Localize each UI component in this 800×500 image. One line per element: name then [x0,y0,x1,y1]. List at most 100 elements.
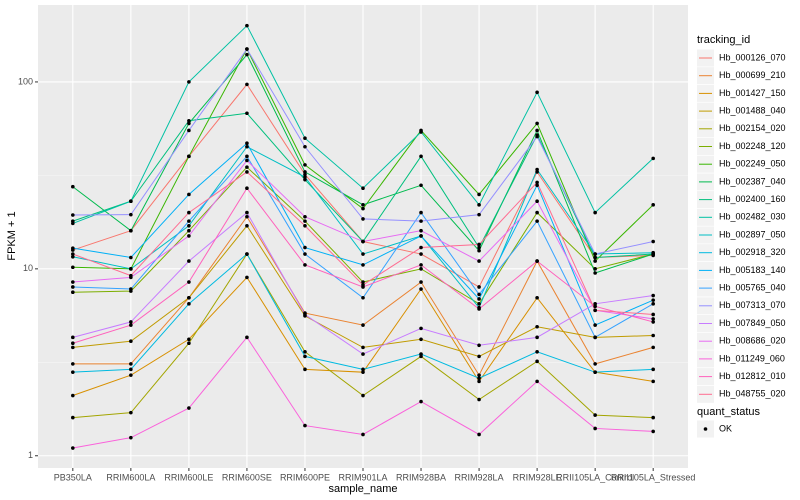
x-tick-label: RRIM928BA [396,472,446,482]
data-point [71,393,75,398]
x-tick-label: RRIM600SE [222,472,272,482]
legend-label: Hb_005765_040 [719,282,786,292]
data-point [129,339,133,344]
data-point [477,307,481,311]
data-point [651,312,655,317]
data-point [71,252,75,256]
data-point [187,210,191,215]
legend-label: Hb_011249_060 [719,353,785,363]
data-point [129,435,133,440]
data-point [593,335,597,340]
data-point [71,221,75,226]
x-tick-label: RRIM600PE [280,472,330,482]
data-point [187,121,191,126]
data-point [593,259,597,263]
data-point [303,312,307,317]
data-point [303,136,307,141]
data-point [303,177,307,182]
legend-label: Hb_048755_020 [719,389,786,399]
data-point [361,186,365,191]
data-point [303,214,307,219]
data-point [651,320,655,324]
data-point [535,183,539,188]
legend-label: Hb_002482_030 [719,212,786,222]
data-point [129,362,133,366]
data-point [593,302,597,306]
x-tick-label: RRIM928LE [513,472,562,482]
legend-label: Hb_007849_050 [719,318,786,328]
data-point [187,118,191,123]
data-point [651,298,655,302]
data-point [419,263,423,267]
data-point [419,245,423,250]
data-point [361,217,365,221]
data-point [71,362,75,366]
legend-label: Hb_000699_210 [719,70,786,80]
data-point [245,154,249,159]
data-point [535,199,539,204]
data-point [419,183,423,188]
legend-label: Hb_008686_020 [719,336,786,346]
legend-label: Hb_001488_040 [719,105,786,115]
x-tick-label: RRIM928LA [455,472,504,482]
data-point [361,295,365,300]
data-point [245,141,249,146]
legend-label: Hb_012812_010 [719,371,786,381]
data-point [187,295,191,300]
legend-title: tracking_id [697,34,750,46]
data-point [303,219,307,223]
data-point [187,192,191,197]
data-point [419,130,423,134]
data-point [303,144,307,149]
data-point [361,283,365,287]
data-point [245,23,249,28]
data-point [71,265,75,270]
data-point [535,349,539,354]
data-point [245,170,249,174]
data-point [651,345,655,350]
legend-label: Hb_002249_050 [719,159,786,169]
data-point [419,234,423,238]
data-point [651,379,655,384]
data-point [303,163,307,167]
data-point [535,90,539,95]
data-point [535,295,539,300]
data-point [651,429,655,434]
data-point [187,228,191,233]
data-point [187,80,191,84]
data-point [477,242,481,247]
data-point [419,326,423,331]
data-point [187,406,191,410]
data-point [535,167,539,172]
data-point [593,362,597,366]
data-point [303,354,307,359]
data-point [129,199,133,204]
data-point [187,154,191,159]
data-point [187,259,191,263]
data-point [245,165,249,169]
data-point [361,252,365,256]
data-point [71,290,75,294]
x-axis-title: sample_name [328,483,397,495]
legend-label: OK [719,423,732,433]
data-point [419,399,423,404]
data-point [129,367,133,372]
y-tick-label: 10 [23,263,33,273]
data-point [535,379,539,384]
data-point [477,292,481,297]
data-point [593,370,597,374]
legend-label: Hb_002387_040 [719,176,786,186]
legend-label: Hb_007313_070 [719,300,786,310]
legend-swatch [703,427,708,431]
data-point [419,287,423,291]
data-point [419,352,423,356]
data-point [129,273,133,278]
data-point [187,302,191,306]
data-point [535,359,539,364]
data-point [303,175,307,179]
data-point [361,263,365,267]
data-point [593,413,597,417]
y-axis-title: FPKM + 1 [6,211,18,260]
data-point [535,324,539,329]
